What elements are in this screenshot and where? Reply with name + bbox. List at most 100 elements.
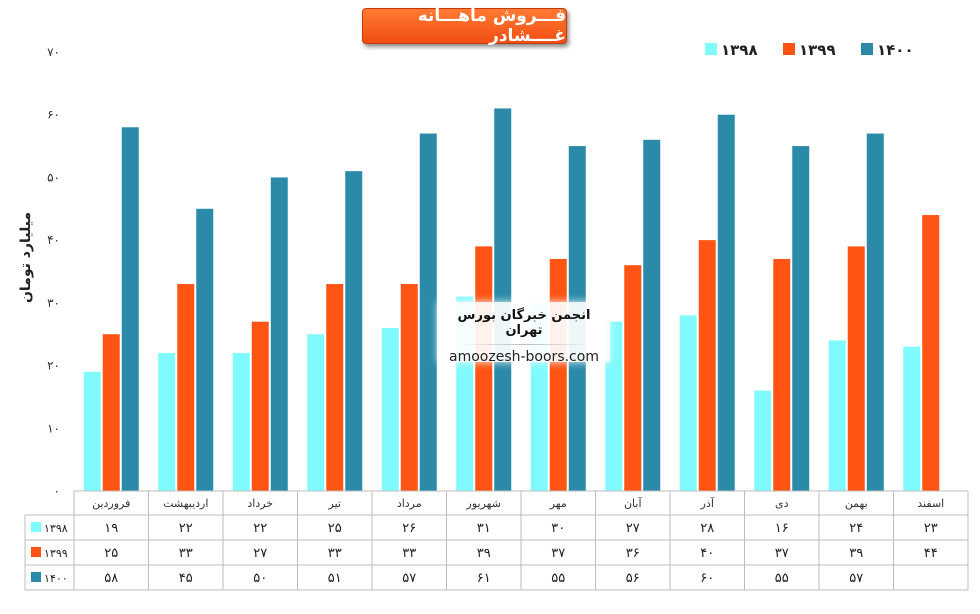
watermark-divider xyxy=(459,344,589,345)
bar xyxy=(400,284,418,491)
bar xyxy=(196,208,214,492)
table-value: ۵۷ xyxy=(849,571,863,586)
table-value: ۳۱ xyxy=(477,521,491,536)
table-series-name: ۱۴۰۰ xyxy=(44,572,68,585)
table-value: ۲۶ xyxy=(402,521,416,536)
bar xyxy=(717,114,735,491)
table-value: ۴۰ xyxy=(700,546,714,561)
table-value: ۳۰ xyxy=(551,521,565,536)
table-value: ۵۶ xyxy=(626,571,640,586)
table-value: ۳۳ xyxy=(402,546,416,561)
bar xyxy=(605,321,623,491)
category-label: آذر xyxy=(700,496,715,510)
table-legend-swatch xyxy=(31,522,41,532)
category-label: مهر xyxy=(549,497,567,510)
table-value: ۲۲ xyxy=(179,521,193,536)
category-label: خرداد xyxy=(247,497,273,510)
category-label: دی xyxy=(775,497,789,510)
y-tick-label: ۴۰ xyxy=(47,233,60,247)
legend-swatch xyxy=(705,43,717,55)
bar xyxy=(419,133,437,491)
bar xyxy=(773,258,791,491)
watermark: انجمن خبرگان بورس تهران amoozesh-boors.c… xyxy=(438,302,610,365)
watermark-title: انجمن خبرگان بورس تهران xyxy=(457,308,591,338)
bar xyxy=(270,177,288,491)
bar xyxy=(643,139,661,492)
y-tick-label: ۰ xyxy=(54,484,60,498)
table-value: ۵۵ xyxy=(551,571,565,586)
category-label: فروردین xyxy=(92,497,130,510)
table-value: ۳۹ xyxy=(849,546,863,561)
bar xyxy=(251,321,269,491)
category-label: شهریور xyxy=(466,497,501,510)
table-value: ۳۷ xyxy=(551,546,565,561)
table-value: ۲۵ xyxy=(104,546,118,561)
bar xyxy=(158,353,176,491)
bar xyxy=(698,240,716,491)
table-series-name: ۱۳۹۸ xyxy=(44,522,68,535)
table-value: ۵۷ xyxy=(402,571,416,586)
watermark-site: amoozesh-boors.com xyxy=(449,349,599,365)
y-tick-label: ۶۰ xyxy=(47,108,60,122)
bar xyxy=(177,284,195,491)
bar xyxy=(922,215,940,492)
y-tick-label: ۷۰ xyxy=(47,45,60,59)
bar xyxy=(345,171,363,491)
bar xyxy=(381,327,399,491)
category-label: اردیبهشت xyxy=(163,497,208,510)
chart-title: فـــروش ماهـــانه غــــشادر xyxy=(362,6,567,46)
table-value: ۲۸ xyxy=(700,521,714,536)
table-value: ۶۰ xyxy=(700,571,714,586)
table-value: ۴۵ xyxy=(179,571,193,586)
bar xyxy=(792,146,810,492)
table-value: ۵۰ xyxy=(253,571,267,586)
bar xyxy=(828,340,846,491)
table-legend-swatch xyxy=(31,572,41,582)
legend-label: ۱۳۹۸ xyxy=(721,41,758,59)
table-value: ۲۷ xyxy=(253,546,267,561)
table-legend-swatch xyxy=(31,547,41,557)
legend-swatch xyxy=(861,43,873,55)
y-tick-label: ۲۰ xyxy=(47,359,60,373)
table-value: ۳۷ xyxy=(775,546,789,561)
bar xyxy=(232,353,250,491)
table-value: ۲۴ xyxy=(849,521,863,536)
table-value: ۲۳ xyxy=(924,521,938,536)
bar xyxy=(903,346,921,491)
bar xyxy=(754,390,772,491)
table-series-name: ۱۳۹۹ xyxy=(44,547,68,560)
bar xyxy=(121,127,139,491)
y-axis-label: میلیارد تومان xyxy=(18,212,34,303)
table-value: ۳۳ xyxy=(179,546,193,561)
bar xyxy=(83,371,101,491)
category-label: مرداد xyxy=(397,497,422,510)
y-tick-label: ۱۰ xyxy=(47,421,60,435)
category-label: آبان xyxy=(624,496,642,510)
bar xyxy=(102,334,120,491)
legend-label: ۱۳۹۹ xyxy=(799,41,836,59)
bar xyxy=(549,258,567,491)
table-value: ۶۱ xyxy=(477,571,491,586)
bar xyxy=(847,246,865,491)
category-label: تیر xyxy=(328,497,341,510)
y-tick-label: ۳۰ xyxy=(47,296,60,310)
table-value: ۱۶ xyxy=(775,521,789,536)
legend-label: ۱۴۰۰ xyxy=(877,41,914,59)
legend-swatch xyxy=(783,43,795,55)
table-value: ۵۵ xyxy=(775,571,789,586)
table-value: ۵۱ xyxy=(328,571,342,586)
bar xyxy=(494,108,512,491)
bar xyxy=(307,334,325,491)
table-value: ۳۹ xyxy=(477,546,491,561)
table-value: ۱۹ xyxy=(104,521,118,536)
bar xyxy=(326,284,344,491)
table-value: ۵۸ xyxy=(104,571,118,586)
bar xyxy=(624,265,642,491)
y-tick-label: ۵۰ xyxy=(47,170,60,184)
table-value: ۳۳ xyxy=(328,546,342,561)
bar xyxy=(679,315,697,491)
table-value: ۲۷ xyxy=(626,521,640,536)
bar xyxy=(866,133,884,491)
table-value: ۲۲ xyxy=(253,521,267,536)
